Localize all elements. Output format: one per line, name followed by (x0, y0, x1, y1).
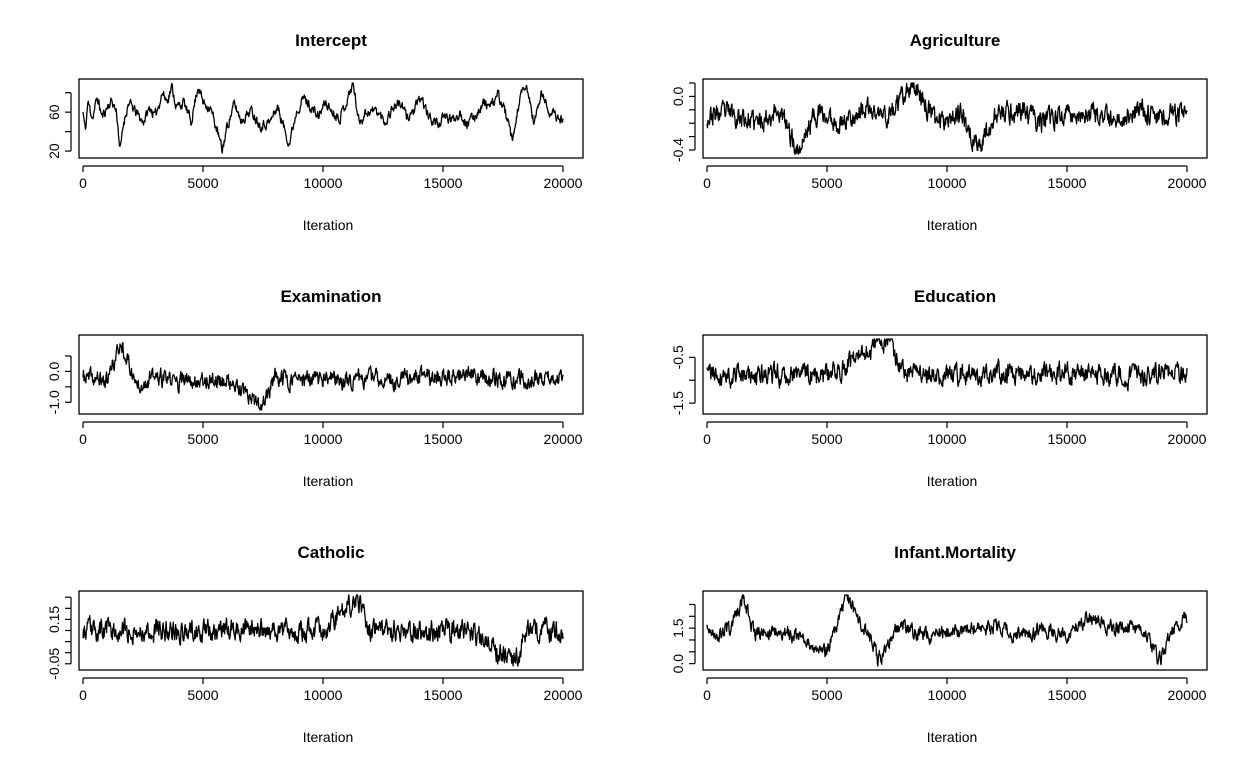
y-tick-label: 60 (46, 104, 62, 120)
y-tick-label: -0.4 (670, 138, 686, 162)
x-tick-label: 15000 (1048, 175, 1087, 191)
y-tick-label: 1.5 (670, 618, 686, 638)
x-tick-label: 20000 (1168, 175, 1207, 191)
panel-education: Education 0 5000 10000 15000 20000 Iteration -1… (670, 287, 1208, 489)
panel-title: Education (914, 287, 996, 306)
y-tick-label: 20 (46, 143, 62, 159)
panel-title: Catholic (297, 543, 364, 562)
x-tick-label: 5000 (187, 687, 218, 703)
x-tick-label: 5000 (187, 431, 218, 447)
x-tick-label: 15000 (424, 175, 463, 191)
x-tick-label: 0 (79, 175, 87, 191)
x-tick-label: 20000 (1168, 687, 1207, 703)
trace-line-examination (82, 341, 564, 411)
plot-frame (702, 78, 1208, 159)
x-axis-label: Iteration (927, 217, 978, 233)
x-tick-label: 20000 (1168, 431, 1207, 447)
panel-title: Infant.Mortality (894, 543, 1016, 562)
x-tick-label: 10000 (304, 431, 343, 447)
plot-frame (78, 334, 584, 415)
plot-frame (702, 590, 1208, 671)
x-tick-label: 5000 (811, 431, 842, 447)
x-tick-label: 0 (703, 431, 711, 447)
panel-title: Examination (280, 287, 381, 306)
trace-line-intercept (82, 82, 564, 154)
panel-intercept: Intercept 0 5000 10000 15000 20000 Iteration 20… (46, 31, 584, 233)
x-tick-label: 20000 (544, 687, 583, 703)
panel-title: Agriculture (910, 31, 1001, 50)
trace-line-agriculture (706, 82, 1188, 155)
x-tick-label: 15000 (424, 687, 463, 703)
plot-frame (702, 334, 1208, 415)
y-tick-label: 0.15 (46, 606, 62, 633)
x-tick-label: 10000 (928, 431, 967, 447)
trace-line-education (706, 338, 1188, 392)
plot-frame (78, 78, 584, 159)
panel-examination: Examination 0 5000 10000 15000 20000 Iteration… (46, 287, 584, 489)
x-axis-label: Iteration (303, 217, 354, 233)
y-tick-label: -0.05 (46, 648, 62, 680)
y-tick-label: -1.0 (46, 390, 62, 414)
x-tick-label: 15000 (1048, 431, 1087, 447)
y-tick-label: 0.0 (670, 86, 686, 106)
x-tick-label: 0 (703, 687, 711, 703)
y-tick-label: 0.0 (670, 654, 686, 674)
y-tick-label: -1.5 (670, 391, 686, 415)
y-tick-label: 0.0 (46, 361, 62, 381)
x-tick-label: 15000 (1048, 687, 1087, 703)
x-axis-label: Iteration (303, 729, 354, 745)
trace-line-infant-mortality (706, 594, 1188, 667)
x-axis-label: Iteration (927, 729, 978, 745)
x-tick-label: 0 (703, 175, 711, 191)
trace-line-catholic (82, 594, 564, 667)
plot-frame (78, 590, 584, 671)
x-tick-label: 20000 (544, 431, 583, 447)
panel-title: Intercept (295, 31, 367, 50)
panel-catholic: Catholic 0 5000 10000 15000 20000 Iteration -0.… (46, 543, 584, 745)
x-tick-label: 10000 (304, 175, 343, 191)
x-tick-label: 10000 (928, 175, 967, 191)
panel-agriculture: Agriculture 0 5000 10000 15000 20000 Iteration… (670, 31, 1208, 233)
x-tick-label: 20000 (544, 175, 583, 191)
y-tick-label: -0.5 (670, 345, 686, 369)
x-tick-label: 5000 (187, 175, 218, 191)
x-tick-label: 0 (79, 687, 87, 703)
x-tick-label: 0 (79, 431, 87, 447)
x-tick-label: 5000 (811, 687, 842, 703)
x-tick-label: 10000 (304, 687, 343, 703)
x-axis-label: Iteration (303, 473, 354, 489)
x-axis-label: Iteration (927, 473, 978, 489)
x-tick-label: 5000 (811, 175, 842, 191)
x-tick-label: 10000 (928, 687, 967, 703)
x-tick-label: 15000 (424, 431, 463, 447)
panel-infant-mortality: Infant.Mortality 0 5000 10000 15000 20000 Iter… (670, 543, 1208, 745)
